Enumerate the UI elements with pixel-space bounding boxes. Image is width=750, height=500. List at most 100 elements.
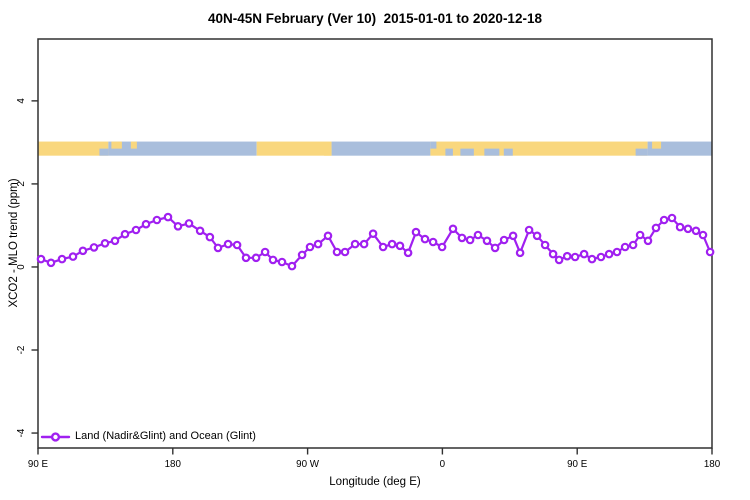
data-point-marker	[110, 236, 120, 246]
data-point-marker	[57, 254, 67, 264]
x-tick-label: 180	[704, 459, 721, 470]
data-point-marker	[368, 229, 378, 239]
legend-key-marker	[50, 432, 61, 442]
data-point-marker	[628, 240, 638, 250]
x-tick-label: 90 E	[567, 459, 588, 470]
data-point-marker	[428, 237, 438, 247]
map-band-segment-ocean	[331, 141, 431, 156]
map-band-patch-ocean	[99, 148, 109, 156]
map-band-patch-ocean	[503, 148, 513, 156]
data-point-marker	[579, 249, 589, 259]
data-point-marker	[36, 254, 46, 264]
y-tick-label: 0	[16, 264, 27, 270]
data-point-marker	[277, 257, 287, 267]
data-point-marker	[395, 241, 405, 251]
data-point-marker	[691, 226, 701, 236]
plot-border	[37, 38, 713, 449]
x-tick-label: 180	[165, 459, 182, 470]
data-point-marker	[350, 239, 360, 249]
chart-title: 40N-45N February (Ver 10) 2015-01-01 to …	[208, 11, 542, 26]
data-point-marker	[359, 239, 369, 249]
data-point-marker	[332, 247, 342, 257]
y-tick-label: 2	[16, 181, 27, 186]
data-point-marker	[340, 247, 350, 257]
series-line	[39, 216, 712, 268]
map-band-patch-ocean	[430, 141, 437, 149]
data-point-marker	[698, 230, 708, 240]
map-band-patch-ocean	[460, 148, 474, 156]
data-point-marker	[305, 242, 315, 252]
data-point-marker	[100, 239, 110, 248]
data-point-marker	[163, 212, 173, 222]
data-point-marker	[78, 246, 88, 256]
map-band-segment-land	[256, 141, 332, 156]
data-point-marker	[596, 252, 606, 262]
data-point-marker	[675, 222, 685, 232]
data-point-marker	[213, 243, 223, 253]
data-point-marker	[323, 231, 333, 241]
data-point-marker	[287, 261, 297, 271]
x-axis-title: Longitude (deg E)	[329, 476, 421, 488]
data-point-marker	[297, 250, 307, 260]
data-point-marker	[515, 248, 525, 258]
y-tick-label: -4	[16, 428, 27, 437]
data-point-marker	[68, 252, 78, 261]
data-point-marker	[524, 225, 534, 235]
data-point-marker	[89, 243, 99, 252]
data-point-marker	[411, 227, 421, 237]
data-point-marker	[683, 224, 693, 234]
x-tick-label: 90 E	[28, 459, 49, 470]
map-band-patch-land	[324, 148, 332, 156]
data-point-marker	[587, 254, 597, 264]
map-band-patch-ocean	[635, 148, 648, 156]
map-band-patch-ocean	[445, 148, 453, 156]
map-band-patch-land	[652, 141, 662, 149]
data-point-marker	[473, 230, 483, 240]
data-point-marker	[437, 242, 447, 252]
data-point-marker	[131, 225, 141, 235]
data-point-marker	[378, 242, 388, 252]
legend-label: Land (Nadir&Glint) and Ocean (Glint)	[75, 430, 256, 442]
data-point-marker	[540, 240, 550, 250]
data-point-marker	[482, 236, 492, 246]
data-point-marker	[643, 236, 653, 246]
y-tick-label: -2	[16, 346, 27, 355]
data-point-marker	[251, 253, 261, 263]
data-point-marker	[223, 239, 233, 249]
data-point-marker	[387, 239, 397, 249]
data-point-marker	[499, 235, 509, 245]
y-axis-title-text: XCO2 - MLO trend (ppm)	[8, 178, 20, 308]
data-point-marker	[420, 234, 430, 244]
data-point-marker	[152, 215, 162, 225]
data-point-marker	[457, 233, 467, 243]
data-point-marker	[448, 224, 458, 234]
data-point-marker	[490, 243, 500, 253]
data-point-marker	[205, 232, 215, 242]
data-point-marker	[268, 255, 278, 265]
data-point-marker	[241, 253, 251, 263]
map-band-segment-ocean	[647, 141, 712, 156]
data-point-marker	[465, 235, 475, 245]
data-point-marker	[184, 219, 194, 228]
data-point-marker	[705, 247, 715, 257]
data-point-marker	[667, 213, 677, 223]
map-band-patch-land	[111, 141, 122, 149]
data-point-marker	[120, 229, 130, 239]
data-point-marker	[651, 223, 661, 233]
data-point-marker	[570, 252, 580, 262]
data-point-marker	[46, 258, 56, 268]
map-band-patch-land	[130, 141, 137, 149]
data-point-marker	[620, 242, 630, 252]
data-point-marker	[403, 248, 413, 258]
map-band-patch-ocean	[484, 148, 500, 156]
map-band-segment-ocean	[108, 141, 257, 156]
data-point-marker	[659, 215, 669, 225]
data-point-marker	[562, 251, 572, 261]
x-tick-label: 0	[440, 459, 446, 470]
x-tick-label: 90 W	[296, 459, 320, 470]
data-point-marker	[195, 226, 205, 236]
data-point-marker	[604, 249, 614, 259]
data-point-marker	[508, 231, 518, 241]
data-point-marker	[554, 255, 564, 265]
